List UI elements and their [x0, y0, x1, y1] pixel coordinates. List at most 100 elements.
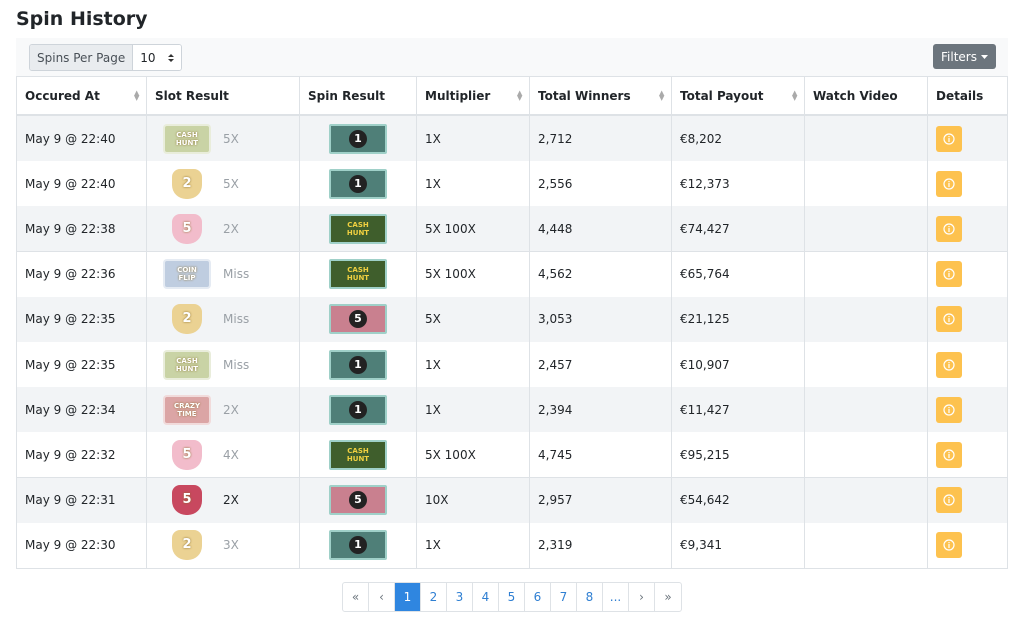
slot-cell: 5 2X — [147, 477, 300, 523]
occurred-at: May 9 @ 22:40 — [25, 131, 116, 146]
sort-icon: ▲ ▼ — [792, 89, 798, 102]
occurred-at: May 9 @ 22:35 — [25, 357, 116, 372]
select-caret — [168, 53, 175, 62]
spin-tile: 5 — [329, 304, 387, 335]
info-icon — [943, 539, 955, 551]
slot-cell: 5 2X — [147, 206, 300, 252]
video-cell — [805, 251, 928, 297]
header-label: Watch Video — [813, 88, 898, 103]
slot-icon: 5 — [172, 439, 202, 470]
header-label: Spin Result — [308, 88, 385, 103]
details-button[interactable] — [936, 170, 962, 197]
slot-multiplier: 2X — [223, 493, 239, 508]
spin-cell: 5 — [300, 477, 417, 523]
details-cell — [928, 342, 1008, 387]
info-icon — [943, 132, 955, 145]
occurred-cell: May 9 @ 22:40 — [16, 116, 147, 161]
slot-multiplier: 2X — [223, 221, 239, 236]
total-winners: 2,319 — [538, 538, 573, 553]
slot-multiplier: 5X — [223, 176, 239, 191]
column-header: Total Winners ▲ ▼ — [530, 76, 672, 116]
payout-cell: €9,341 — [672, 522, 805, 568]
total-payout: €65,764 — [680, 267, 730, 282]
slot-icon: 2 — [172, 304, 202, 335]
spin-tile: 1 — [329, 349, 387, 380]
details-button[interactable] — [936, 351, 962, 378]
payout-cell: €10,907 — [672, 342, 805, 387]
winners-cell: 2,457 — [530, 342, 672, 387]
page-link[interactable]: › — [629, 583, 655, 611]
occurred-cell: May 9 @ 22:38 — [16, 206, 147, 252]
page-link[interactable]: 7 — [551, 583, 577, 611]
slot-icon: 5 — [172, 485, 202, 516]
multiplier-cell: 1X — [417, 161, 530, 207]
total-payout: €10,907 — [680, 357, 730, 372]
page-link[interactable]: ... — [603, 583, 629, 611]
slot-multiplier: Miss — [223, 267, 250, 282]
info-icon — [943, 178, 955, 190]
details-button[interactable] — [936, 487, 962, 514]
video-cell — [805, 387, 928, 433]
winners-cell: 4,745 — [530, 432, 672, 478]
page-link[interactable]: 2 — [421, 583, 447, 611]
slot-cell: 2 5X — [147, 161, 300, 207]
info-icon — [943, 494, 955, 506]
details-button[interactable] — [936, 441, 962, 468]
occurred-cell: May 9 @ 22:35 — [16, 296, 147, 342]
details-button[interactable] — [936, 125, 962, 152]
winners-cell: 2,957 — [530, 477, 672, 523]
total-winners: 2,712 — [538, 131, 573, 146]
page-link[interactable]: » — [664, 590, 672, 604]
per-page-select[interactable]: Spins Per Page 10 — [29, 44, 183, 71]
spin-result: 5 — [349, 310, 367, 329]
details-button[interactable] — [936, 215, 962, 242]
page-link[interactable]: 4 — [473, 583, 499, 611]
page-link[interactable]: 1 — [395, 583, 421, 611]
slot-cell: 2 3X — [147, 522, 300, 568]
slot-cell: 2 Miss — [147, 296, 300, 342]
slot-multiplier: 2X — [223, 402, 239, 417]
details-button[interactable] — [936, 532, 962, 559]
spin-tile: CASH HUNT — [329, 439, 387, 470]
column-header: Multiplier ▲ ▼ — [417, 76, 530, 116]
total-payout: €8,202 — [680, 131, 722, 146]
payout-cell: €74,427 — [672, 206, 805, 252]
slot-icon: 2 — [172, 530, 202, 561]
multiplier: 1X — [425, 402, 441, 417]
occurred-at: May 9 @ 22:34 — [25, 402, 116, 417]
occurred-at: May 9 @ 22:30 — [25, 538, 116, 553]
payout-cell: €95,215 — [672, 432, 805, 478]
header-label: Multiplier — [425, 88, 491, 103]
multiplier: 5X 100X — [425, 267, 476, 282]
details-button[interactable] — [936, 261, 962, 288]
details-button[interactable] — [936, 306, 962, 333]
details-cell — [928, 432, 1008, 478]
multiplier-cell: 1X — [417, 342, 530, 387]
page-link[interactable]: 3 — [447, 583, 473, 611]
page-link[interactable]: ‹ — [369, 583, 395, 611]
details-cell — [928, 387, 1008, 433]
occurred-cell: May 9 @ 22:30 — [16, 522, 147, 568]
slot-icon: 2 — [172, 168, 202, 199]
slot-multiplier: 5X — [223, 131, 239, 146]
page-link[interactable]: 5 — [499, 583, 525, 611]
multiplier: 1X — [425, 176, 441, 191]
slot-cell: COIN FLIP Miss — [147, 251, 300, 297]
details-button[interactable] — [936, 396, 962, 423]
page-link[interactable]: 8 — [577, 583, 603, 611]
page-link[interactable]: 6 — [525, 583, 551, 611]
slot-multiplier: Miss — [223, 312, 250, 327]
occurred-at: May 9 @ 22:36 — [25, 267, 116, 282]
column-header: Details — [928, 76, 1008, 116]
spin-tile: 5 — [329, 485, 387, 516]
details-cell — [928, 477, 1008, 523]
page-link[interactable]: « — [343, 583, 369, 611]
occurred-cell: May 9 @ 22:35 — [16, 342, 147, 387]
multiplier-cell: 1X — [417, 387, 530, 433]
info-icon — [943, 268, 955, 280]
spin-result: 1 — [349, 400, 367, 419]
details-cell — [928, 116, 1008, 161]
filters-button[interactable]: Filters — [933, 44, 996, 69]
total-payout: €21,125 — [680, 312, 730, 327]
spin-result: CASH HUNT — [346, 220, 370, 237]
